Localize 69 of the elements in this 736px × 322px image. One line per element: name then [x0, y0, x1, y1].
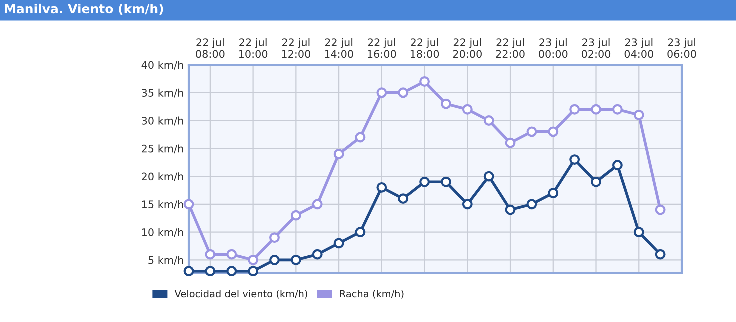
point [248, 266, 259, 277]
point [334, 149, 344, 160]
point [655, 204, 666, 216]
point [312, 199, 323, 210]
point [226, 249, 238, 260]
y-tick-label: 20 km/h [142, 172, 184, 182]
point [484, 116, 494, 126]
x-tick-label: 22 jul 08:00 [196, 38, 225, 58]
x-tick-label: 23 jul 00:00 [539, 38, 568, 58]
point [548, 188, 559, 198]
point [462, 199, 473, 210]
point [634, 110, 644, 120]
point [376, 182, 388, 193]
point [591, 104, 602, 115]
point [612, 160, 623, 171]
point [548, 126, 559, 138]
point [334, 238, 344, 249]
point [290, 254, 302, 266]
point [505, 138, 516, 148]
point [270, 232, 280, 244]
text: Manilva. Viento (km/h) [5, 4, 164, 16]
point [570, 154, 580, 166]
y-tick-label: 5 km/h [148, 256, 184, 266]
point [226, 266, 238, 277]
point [441, 176, 452, 188]
x-tick-label: 22 jul 12:00 [282, 38, 310, 58]
x-tick-label: 23 jul 04:00 [624, 38, 654, 58]
y-tick-label: 10 km/h [142, 228, 184, 238]
point [634, 227, 644, 238]
point [205, 249, 216, 260]
y-tick-label: 15 km/h [142, 200, 184, 210]
point [526, 126, 538, 138]
x-tick-label: 22 jul 14:00 [325, 38, 354, 58]
point [290, 210, 302, 221]
x-tick-label: 22 jul 20:00 [453, 38, 482, 58]
point [441, 98, 452, 110]
point [591, 176, 602, 188]
point [420, 176, 430, 188]
legend-label: Velocidad del viento (km/h) [174, 290, 308, 299]
point [484, 171, 494, 182]
point [355, 132, 366, 143]
point [398, 88, 409, 98]
point [505, 204, 516, 216]
point [526, 199, 538, 210]
point [612, 104, 623, 115]
point [184, 199, 194, 210]
x-tick-label: 23 jul 02:00 [582, 38, 611, 58]
point [270, 254, 280, 266]
point [462, 104, 473, 115]
point [355, 227, 366, 238]
legend-label: Racha (km/h) [340, 290, 404, 299]
x-tick-label: 23 jul 06:00 [668, 38, 696, 58]
y-tick-label: 35 km/h [142, 88, 184, 98]
y-tick-label: 25 km/h [142, 144, 184, 154]
point [376, 88, 388, 98]
y-tick-label: 30 km/h [142, 116, 184, 126]
x-tick-label: 22 jul 10:00 [239, 38, 268, 58]
point [312, 249, 323, 260]
point [205, 266, 216, 277]
y-tick-label: 40 km/h [142, 61, 184, 70]
point [420, 76, 430, 87]
x-tick-label: 22 jul 22:00 [496, 38, 525, 58]
point [570, 104, 580, 115]
point [398, 194, 409, 204]
x-tick-label: 22 jul 16:00 [368, 38, 396, 58]
x-tick-label: 22 jul 18:00 [410, 38, 440, 58]
point [248, 254, 259, 266]
point [184, 266, 194, 277]
point [655, 249, 666, 260]
